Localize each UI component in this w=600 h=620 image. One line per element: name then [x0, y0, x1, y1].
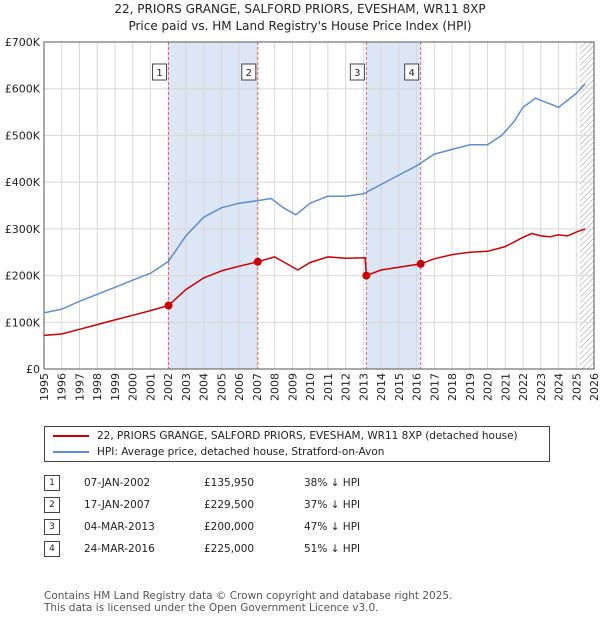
y-tick-label: £100K	[5, 316, 41, 329]
x-tick-label: 2026	[588, 373, 600, 401]
transaction-hpi: 51% ↓ HPI	[304, 543, 361, 555]
transaction-date: 24-MAR-2016	[84, 543, 155, 555]
x-tick-label: 2017	[428, 373, 441, 401]
x-tick-label: 1996	[56, 373, 69, 401]
x-tick-label: 2012	[340, 373, 353, 401]
x-tick-label: 2016	[411, 373, 424, 401]
x-tick-label: 1998	[91, 373, 104, 401]
y-tick-label: £0	[26, 363, 40, 376]
sale-label-box	[152, 63, 168, 81]
table-row: 3 04-MAR-2013 £200,000 47% ↓ HPI	[44, 516, 360, 538]
transaction-date: 04-MAR-2013	[84, 521, 155, 533]
x-tick-label: 2014	[375, 373, 388, 401]
legend-label-property: 22, PRIORS GRANGE, SALFORD PRIORS, EVESH…	[97, 430, 518, 442]
x-tick-label: 1995	[38, 373, 51, 401]
x-tick-label: 2004	[198, 373, 211, 401]
x-tick-label: 1997	[73, 373, 86, 401]
legend-item-hpi: HPI: Average price, detached house, Stra…	[53, 444, 384, 460]
x-tick-label: 2018	[446, 373, 459, 401]
footer: Contains HM Land Registry data © Crown c…	[44, 590, 452, 614]
transactions-table: 1 07-JAN-2002 £135,950 38% ↓ HPI 2 17-JA…	[44, 472, 360, 560]
legend-swatch-hpi	[53, 451, 89, 453]
sale-point	[253, 257, 262, 266]
x-tick-label: 2025	[570, 373, 583, 401]
sale-point	[362, 271, 371, 280]
x-tick-label: 2015	[393, 373, 406, 401]
x-tick-label: 2003	[180, 373, 193, 401]
transaction-number: 2	[44, 497, 60, 513]
y-tick-label: £200K	[5, 270, 41, 283]
x-tick-label: 2007	[251, 373, 264, 401]
x-tick-label: 2021	[499, 373, 512, 401]
x-tick-label: 2005	[215, 373, 228, 401]
transaction-price: £225,000	[204, 543, 255, 555]
sale-label: 1	[156, 68, 162, 79]
sale-point	[416, 259, 425, 268]
transaction-hpi: 38% ↓ HPI	[304, 477, 361, 489]
x-tick-label: 2000	[127, 373, 140, 401]
x-tick-label: 2022	[517, 373, 530, 401]
transaction-date: 07-JAN-2002	[84, 477, 151, 489]
transaction-number: 4	[44, 541, 60, 557]
legend-swatch-property	[53, 435, 89, 437]
legend-label-hpi: HPI: Average price, detached house, Stra…	[97, 446, 385, 458]
table-row: 1 07-JAN-2002 £135,950 38% ↓ HPI	[44, 472, 360, 494]
sale-label: 4	[408, 68, 414, 79]
property-price-line	[43, 228, 586, 337]
sale-label: 3	[354, 68, 360, 79]
table-row: 2 17-JAN-2007 £229,500 37% ↓ HPI	[44, 494, 360, 516]
y-tick-label: £700K	[5, 36, 41, 49]
transaction-number: 1	[44, 475, 60, 491]
x-tick-label: 2009	[286, 373, 299, 401]
x-tick-label: 2019	[464, 373, 477, 401]
transaction-price: £135,950	[204, 477, 255, 489]
legend-item-property: 22, PRIORS GRANGE, SALFORD PRIORS, EVESH…	[53, 428, 518, 444]
y-tick-label: £500K	[5, 129, 41, 142]
x-tick-label: 2013	[357, 373, 370, 401]
sale-label-box	[404, 63, 420, 81]
footer-licence: This data is licensed under the Open Gov…	[44, 602, 379, 614]
footer-copyright: Contains HM Land Registry data © Crown c…	[44, 590, 453, 602]
sale-point	[164, 301, 173, 310]
chart-title: 22, PRIORS GRANGE, SALFORD PRIORS, EVESH…	[114, 2, 486, 16]
transaction-date: 17-JAN-2007	[84, 499, 151, 511]
transaction-number: 3	[44, 519, 60, 535]
x-tick-label: 2011	[322, 373, 335, 401]
x-tick-label: 2008	[269, 373, 282, 401]
shaded-period	[168, 42, 258, 369]
x-tick-label: 2001	[144, 373, 157, 401]
x-tick-label: 2002	[162, 373, 175, 401]
x-tick-label: 2006	[233, 373, 246, 401]
x-tick-label: 2010	[304, 373, 317, 401]
price-chart: £0 £100K £200K £300K £400K £500K £600K £700K 199…	[5, 36, 600, 401]
transaction-price: £200,000	[204, 521, 255, 533]
transaction-hpi: 47% ↓ HPI	[304, 521, 361, 533]
plot-frame	[43, 41, 595, 370]
forecast-region	[579, 42, 594, 369]
sale-label-box	[241, 63, 257, 81]
shaded-period	[366, 42, 421, 369]
y-tick-label: £600K	[5, 83, 41, 96]
hpi-line	[43, 83, 586, 314]
transaction-price: £229,500	[204, 499, 255, 511]
chart-subtitle: Price paid vs. HM Land Registry's House …	[128, 19, 472, 33]
sale-label: 2	[246, 68, 252, 79]
x-tick-label: 2023	[535, 373, 548, 401]
plot-background	[44, 42, 594, 369]
x-tick-label: 2020	[482, 373, 495, 401]
sale-label-box	[349, 63, 365, 81]
x-tick-label: 1999	[109, 373, 122, 401]
transaction-hpi: 37% ↓ HPI	[304, 499, 361, 511]
table-row: 4 24-MAR-2016 £225,000 51% ↓ HPI	[44, 538, 360, 560]
y-tick-label: £300K	[5, 223, 41, 236]
legend: 22, PRIORS GRANGE, SALFORD PRIORS, EVESH…	[44, 426, 550, 462]
y-tick-label: £400K	[5, 176, 41, 189]
x-tick-label: 2024	[553, 373, 566, 401]
